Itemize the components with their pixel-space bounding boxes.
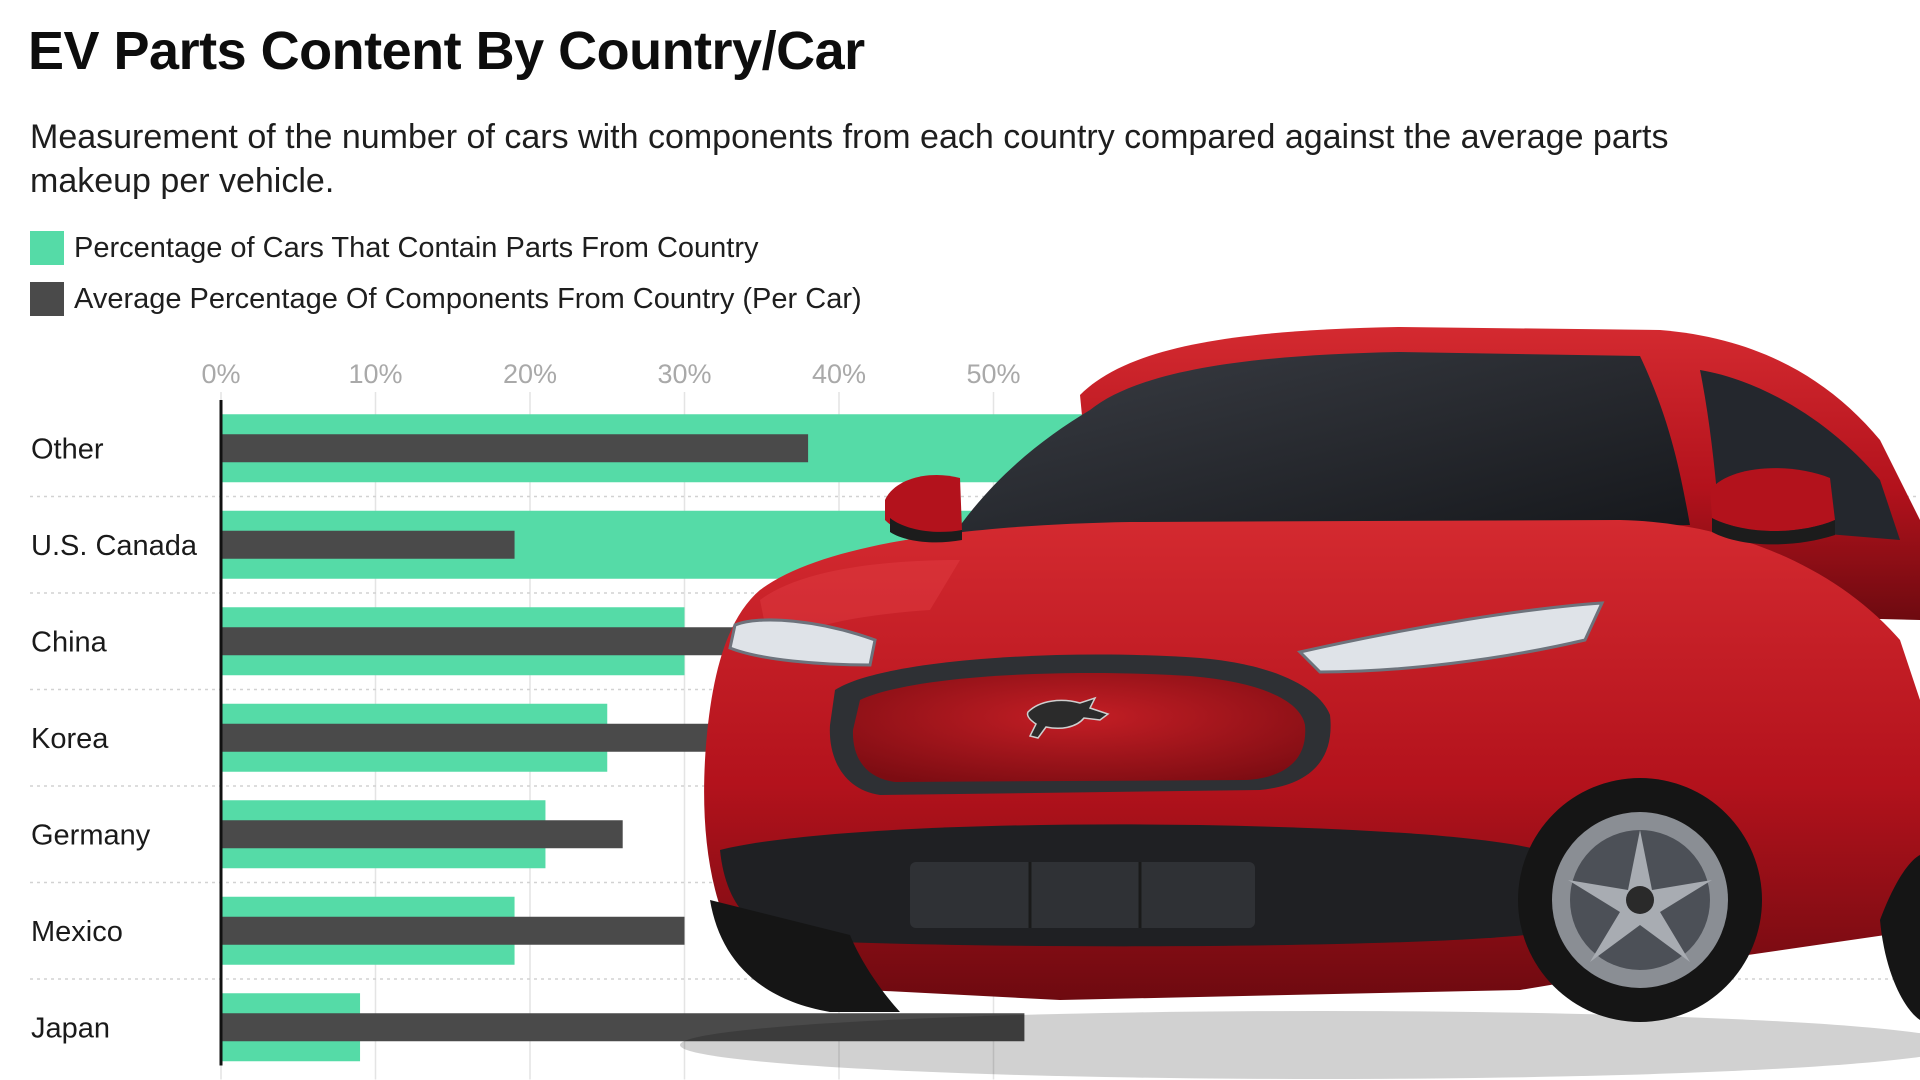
category-label: U.S. Canada bbox=[31, 530, 198, 562]
category-labels: Other U.S. Canada China Korea Germany Mexico J… bbox=[31, 433, 198, 1044]
chart-title: EV Parts Content By Country/Car bbox=[28, 21, 865, 81]
category-label: Japan bbox=[31, 1012, 110, 1044]
car-mirror-left-base bbox=[890, 518, 962, 543]
car-wheel-rear bbox=[1880, 855, 1920, 1020]
bar-avg-components bbox=[221, 627, 747, 656]
car-image bbox=[680, 327, 1920, 1079]
bar-avg-components bbox=[221, 723, 716, 752]
bar-avg-components bbox=[221, 530, 515, 559]
x-tick-label: 0% bbox=[201, 359, 240, 389]
car-shadow bbox=[680, 1011, 1920, 1079]
running-horse-icon bbox=[1026, 696, 1110, 739]
x-tick-labels: 0% 10% 20% 30% 40% 50% bbox=[201, 359, 1020, 389]
category-label: Korea bbox=[31, 723, 109, 755]
car-grille bbox=[852, 673, 1306, 782]
car-headlight-left bbox=[728, 618, 877, 667]
chart-subtitle: Measurement of the number of cars with c… bbox=[30, 118, 1669, 200]
bar-avg-components bbox=[221, 820, 623, 849]
bar-avg-components bbox=[221, 434, 809, 463]
x-tick-label: 30% bbox=[657, 359, 711, 389]
bar-avg-components bbox=[221, 1013, 1025, 1042]
car-tire-front-left bbox=[710, 900, 900, 1012]
category-label: Germany bbox=[31, 819, 151, 851]
bar-avg-components bbox=[221, 916, 685, 945]
x-tick-label: 50% bbox=[966, 359, 1020, 389]
legend-swatch-green bbox=[30, 231, 64, 265]
car-mirror-right bbox=[1710, 468, 1835, 532]
legend-label-avg-components: Average Percentage Of Components From Co… bbox=[74, 282, 862, 315]
legend-item-avg-components: Average Percentage Of Components From Co… bbox=[30, 281, 862, 317]
car-mirror-left bbox=[885, 474, 962, 535]
car-lower-intake bbox=[910, 862, 1255, 928]
x-tick-label: 40% bbox=[812, 359, 866, 389]
car-wheel-front-right bbox=[1518, 778, 1762, 1022]
x-tick-label: 20% bbox=[503, 359, 557, 389]
category-label: Mexico bbox=[31, 916, 123, 948]
car-headlight-right bbox=[1297, 601, 1605, 674]
legend-label-cars-with-parts: Percentage of Cars That Contain Parts Fr… bbox=[74, 231, 759, 264]
legend: Percentage of Cars That Contain Parts Fr… bbox=[30, 230, 862, 332]
category-label: China bbox=[31, 626, 108, 658]
car-mirror-right-base bbox=[1712, 518, 1835, 545]
car-windshield bbox=[950, 352, 1690, 540]
legend-item-cars-with-parts: Percentage of Cars That Contain Parts Fr… bbox=[30, 230, 862, 266]
x-tick-label: 10% bbox=[348, 359, 402, 389]
legend-swatch-dark bbox=[30, 282, 64, 316]
category-label: Other bbox=[31, 433, 104, 465]
